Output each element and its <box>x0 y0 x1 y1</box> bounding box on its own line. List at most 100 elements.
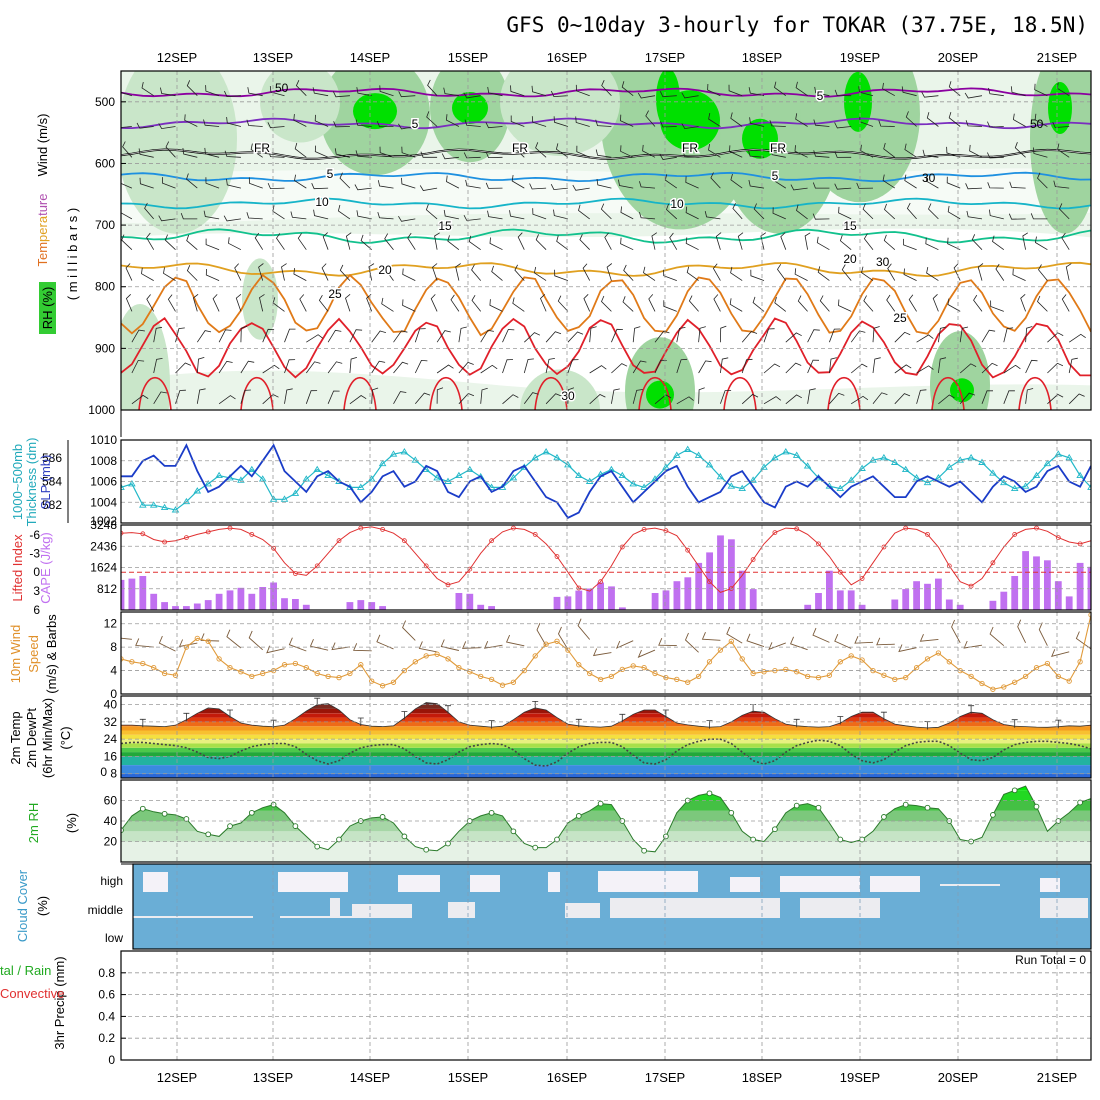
cloud-low-strip <box>940 884 1000 886</box>
wind-barb <box>1057 143 1070 158</box>
isotherm-label: 20 <box>378 263 392 277</box>
temp-minmax-marker <box>270 719 277 729</box>
li-point <box>946 563 952 569</box>
wind-barb <box>196 388 206 404</box>
isotherm-10 <box>121 197 1091 210</box>
wind-barb <box>269 86 285 97</box>
wind-barb <box>327 329 342 343</box>
thickness-point <box>149 501 158 508</box>
wind-barb <box>401 177 416 189</box>
wind-barb <box>321 263 329 281</box>
wind-barb <box>131 360 145 374</box>
wind-barb <box>294 174 307 189</box>
temp-minmax-marker <box>227 709 233 718</box>
wind-speed-point <box>859 657 865 663</box>
wind-barb <box>1068 357 1078 374</box>
wind-barb <box>987 152 1004 159</box>
isotherm-label: 30 <box>561 389 575 403</box>
wind-barb <box>720 357 729 374</box>
wind-barb <box>121 126 132 128</box>
wind-barb <box>414 392 431 405</box>
isotherm--5b <box>121 117 1091 130</box>
thickness-point <box>433 474 441 481</box>
temp-band <box>121 739 1091 744</box>
wind-barb <box>729 298 743 312</box>
wind-speed-point <box>576 662 582 668</box>
wind-barb <box>639 211 656 220</box>
wind-barb <box>682 150 699 158</box>
wind-barb <box>785 362 802 374</box>
wind-barb <box>882 174 896 189</box>
wind-barb <box>224 150 241 158</box>
wind-barb <box>524 332 541 343</box>
wind-barb <box>642 144 656 158</box>
wind-barb-10m <box>768 642 786 651</box>
wind-barb <box>981 362 998 374</box>
wind-barb <box>732 203 743 220</box>
li-point <box>532 532 538 537</box>
wind-barb <box>294 142 307 158</box>
wind-barb <box>748 180 765 189</box>
wind-barb <box>322 232 329 250</box>
temp-minmax-marker <box>445 705 451 714</box>
wind-barb <box>502 329 515 343</box>
cape-bar <box>662 590 670 610</box>
wind-barb <box>659 154 677 160</box>
cape-bar <box>455 593 463 610</box>
wind-barb <box>862 203 874 220</box>
wind-barb <box>753 203 765 220</box>
wind-speed-point <box>1033 664 1040 671</box>
wind-speed-point <box>924 656 931 662</box>
wind-barb <box>632 360 647 374</box>
wind10m-axis-title-b: Speed <box>26 635 41 673</box>
wind-speed-point <box>129 659 135 665</box>
li-point <box>227 525 233 531</box>
wind-barb <box>334 148 350 158</box>
temp-minmax-marker <box>532 701 539 710</box>
wind-barb <box>463 215 481 221</box>
thickness-tick: 584 <box>42 475 62 489</box>
thickness-point <box>836 484 845 492</box>
grid-lines <box>121 71 1091 1060</box>
temp-tick: 8 <box>110 767 117 781</box>
wind-barb <box>349 329 363 343</box>
temp2m-axis-title-c: (6hr Min/Max) <box>40 698 55 778</box>
wind-barb <box>349 395 367 405</box>
thickness-point <box>1000 478 1008 486</box>
date-label-top: 21SEP <box>1037 50 1077 65</box>
li-point <box>750 557 756 562</box>
wind-barb <box>987 121 1004 128</box>
cape-bar <box>695 562 703 610</box>
thickness-point <box>662 463 670 470</box>
cloud-high-block <box>870 876 920 892</box>
upper-air-labels: FR FR FR FR 5 5 5 5 10 10 15 15 20 20 25 25 30 50 50 30 30 <box>253 81 1044 405</box>
wind-barb <box>987 182 1004 189</box>
date-label-bottom: 19SEP <box>840 1070 880 1085</box>
wind-barb <box>946 146 961 158</box>
wind-barb <box>860 144 874 158</box>
wind-barb-10m <box>834 634 852 649</box>
wind-barb <box>480 329 494 343</box>
wind-barb <box>293 114 307 127</box>
isotherm-hot-loop <box>827 377 861 410</box>
wind-barb <box>676 327 686 343</box>
wind-barb <box>730 266 743 281</box>
cape-bar <box>804 604 812 610</box>
rh-saturated-blob <box>353 93 397 130</box>
wind-barb <box>883 234 896 251</box>
wind-speed-point <box>641 664 647 671</box>
wind-barb-10m <box>1051 649 1070 657</box>
cape-bar <box>259 587 267 610</box>
rh2m-point <box>423 846 430 853</box>
wind-barb <box>246 119 263 127</box>
wind-barb <box>698 360 712 374</box>
wind-barb <box>186 265 198 281</box>
wind-barb <box>838 206 852 220</box>
wind-tick: 12 <box>104 617 118 631</box>
wind-barb <box>136 122 154 129</box>
wind-barb <box>305 361 321 374</box>
wind-barb <box>589 326 597 343</box>
li-line <box>121 526 1091 593</box>
cloud-high-block <box>780 876 860 892</box>
